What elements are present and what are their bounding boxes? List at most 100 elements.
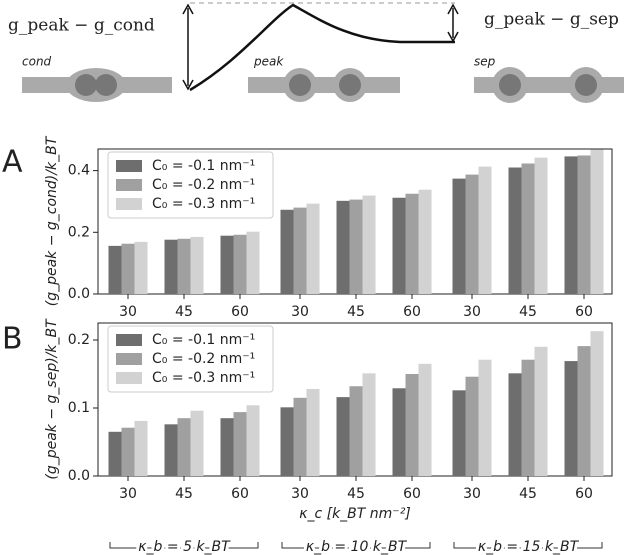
x-tick-label: 45: [175, 486, 193, 502]
x-tick-label: 45: [519, 304, 537, 320]
group-bracket: [453, 542, 603, 549]
x-tick-label: 30: [291, 486, 309, 502]
group-bracket: [281, 542, 431, 549]
y-tick-label: 0.0: [68, 468, 90, 484]
legend-box: [107, 151, 274, 219]
x-tick-label: 60: [231, 304, 249, 320]
group-label: κ_b = 15 k_BT: [478, 539, 580, 555]
y-tick-label: 0.4: [68, 163, 90, 179]
bar: [306, 203, 320, 294]
bar: [293, 207, 307, 294]
x-tick-label: 30: [463, 304, 481, 320]
x-tick-label: 45: [347, 304, 365, 320]
bar: [405, 193, 419, 294]
y-tick-label: 0.1: [68, 400, 90, 416]
legend-box: [107, 325, 274, 393]
bar: [293, 397, 307, 476]
group-label: κ_b = 10 k_BT: [306, 539, 408, 555]
bar: [508, 167, 522, 294]
bar: [452, 178, 466, 294]
bar: [534, 157, 548, 294]
legend-label: C₀ = -0.1 nm⁻¹: [152, 158, 255, 174]
x-tick-label: 30: [463, 486, 481, 502]
bar: [465, 376, 479, 476]
y-tick-label: 0.2: [68, 224, 90, 240]
bar: [177, 238, 191, 294]
x-axis-label: κ_c [k_BT nm⁻²]: [299, 506, 411, 522]
bar: [280, 407, 294, 476]
bar: [220, 418, 234, 476]
x-tick-label: 30: [119, 304, 137, 320]
energy-curve: [189, 3, 455, 92]
x-tick-label: 30: [291, 304, 309, 320]
particle: [339, 74, 361, 96]
legend-label: C₀ = -0.2 nm⁻¹: [152, 351, 255, 367]
bar: [392, 388, 406, 476]
bar: [590, 149, 604, 294]
legend-swatch: [116, 160, 142, 172]
bar: [362, 195, 376, 294]
bar: [121, 243, 135, 294]
bar: [336, 397, 350, 476]
particle: [575, 74, 597, 96]
bar: [465, 174, 479, 294]
particle: [499, 74, 521, 96]
particle: [95, 74, 117, 96]
x-tick-label: 45: [175, 304, 193, 320]
group-bracket: [109, 542, 259, 549]
bar: [405, 374, 419, 476]
bar: [349, 199, 363, 294]
schematic: g_peak − g_cond g_peak − g_sep cond peak…: [8, 2, 624, 103]
bar: [521, 163, 535, 294]
y-axis-label: (g_peak − g_cond)/k_BT: [44, 135, 60, 306]
particle: [289, 74, 311, 96]
bar: [478, 359, 492, 476]
bar: [577, 346, 591, 476]
y-tick-label: 0.0: [68, 286, 90, 302]
bar: [134, 420, 148, 476]
x-tick-label: 60: [575, 304, 593, 320]
y-axis-label: (g_peak − g_sep)/k_BT: [44, 318, 60, 480]
arrow-head: [182, 3, 194, 91]
legend-swatch: [116, 334, 142, 346]
particle: [75, 74, 97, 96]
bar: [336, 200, 350, 294]
x-tick-label: 45: [519, 486, 537, 502]
schematic-label: g_peak − g_sep: [484, 10, 619, 30]
bar: [164, 239, 178, 294]
x-tick-label: 30: [119, 486, 137, 502]
bar: [108, 431, 122, 476]
x-tick-label: 60: [403, 486, 421, 502]
x-tick-label: 60: [575, 486, 593, 502]
bar: [349, 386, 363, 476]
legend-swatch: [116, 353, 142, 365]
bar: [306, 388, 320, 476]
bar: [534, 346, 548, 476]
bar: [108, 245, 122, 294]
group-label: κ_b = 5 k_BT: [138, 539, 231, 555]
arrow-head: [447, 3, 459, 43]
x-tick-label: 60: [403, 304, 421, 320]
y-tick-label: 0.2: [68, 332, 90, 348]
bar: [577, 155, 591, 294]
x-tick-label: 45: [347, 486, 365, 502]
bar: [220, 235, 234, 294]
panel-label: A: [2, 145, 23, 180]
bar: [177, 418, 191, 476]
state-label: cond: [22, 55, 52, 69]
bar: [478, 166, 492, 294]
state-label: peak: [253, 55, 284, 69]
bar: [190, 410, 204, 476]
bar: [246, 405, 260, 476]
schematic-label: g_peak − g_cond: [8, 16, 155, 36]
bar: [362, 373, 376, 476]
bar: [233, 234, 247, 294]
legend-swatch: [116, 198, 142, 210]
legend-label: C₀ = -0.1 nm⁻¹: [152, 332, 255, 348]
bar: [134, 241, 148, 294]
x-tick-label: 60: [231, 486, 249, 502]
legend-swatch: [116, 179, 142, 191]
bar: [233, 412, 247, 476]
legend-label: C₀ = -0.3 nm⁻¹: [152, 196, 255, 212]
